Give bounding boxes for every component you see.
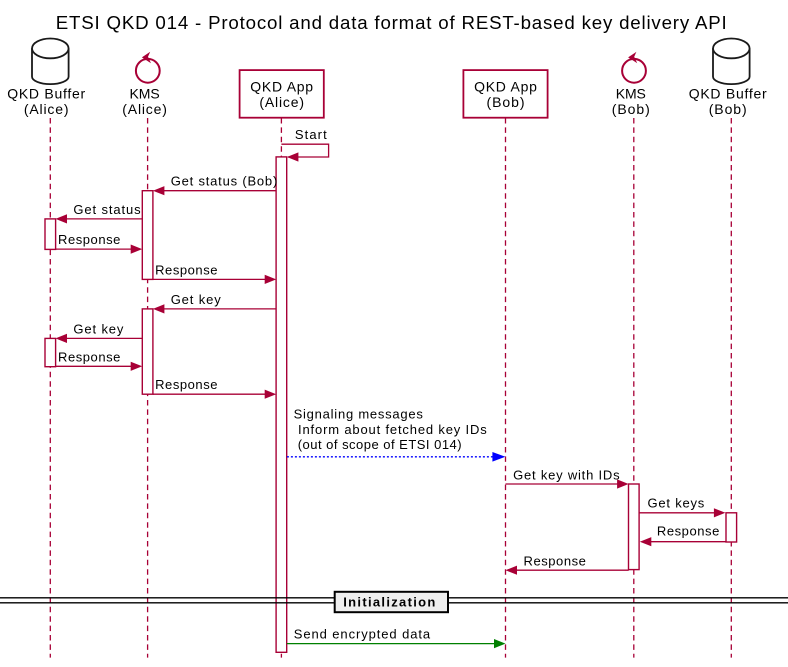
svg-text:Signaling messages: Signaling messages (294, 407, 424, 422)
svg-text:QKD Buffer: QKD Buffer (7, 86, 85, 102)
svg-text:(Bob): (Bob) (612, 101, 650, 117)
svg-text:Response: Response (155, 377, 217, 392)
svg-text:Response: Response (657, 524, 719, 539)
svg-text:Initialization: Initialization (343, 595, 435, 610)
svg-text:Get status: Get status (73, 202, 141, 217)
svg-text:KMS: KMS (130, 86, 160, 102)
svg-text:(Alice): (Alice) (259, 94, 304, 110)
svg-text:Start: Start (295, 127, 327, 142)
svg-text:(Bob): (Bob) (709, 101, 747, 117)
svg-text:Response: Response (155, 262, 217, 277)
svg-text:QKD Buffer: QKD Buffer (689, 86, 767, 102)
svg-text:ETSI QKD 014 - Protocol and da: ETSI QKD 014 - Protocol and data format … (56, 12, 727, 33)
svg-text:QKD App: QKD App (474, 79, 537, 95)
svg-text:Get keys: Get keys (648, 495, 705, 510)
svg-text:Response: Response (58, 349, 120, 364)
svg-text:(Alice): (Alice) (122, 101, 167, 117)
svg-text:Inform about fetched key IDs: Inform about fetched key IDs (294, 422, 488, 437)
svg-text:Get key: Get key (73, 321, 124, 336)
svg-text:KMS: KMS (616, 86, 646, 102)
svg-text:(out of scope of ETSI 014): (out of scope of ETSI 014) (294, 437, 462, 452)
svg-text:Get key with IDs: Get key with IDs (513, 467, 620, 482)
svg-text:Get key: Get key (171, 292, 222, 307)
svg-text:QKD App: QKD App (250, 79, 313, 95)
svg-text:(Alice): (Alice) (24, 101, 69, 117)
svg-text:Get status (Bob): Get status (Bob) (171, 174, 278, 189)
svg-text:Response: Response (58, 232, 120, 247)
svg-text:Send encrypted data: Send encrypted data (294, 627, 431, 642)
svg-text:Response: Response (524, 554, 586, 569)
svg-text:(Bob): (Bob) (487, 94, 525, 110)
